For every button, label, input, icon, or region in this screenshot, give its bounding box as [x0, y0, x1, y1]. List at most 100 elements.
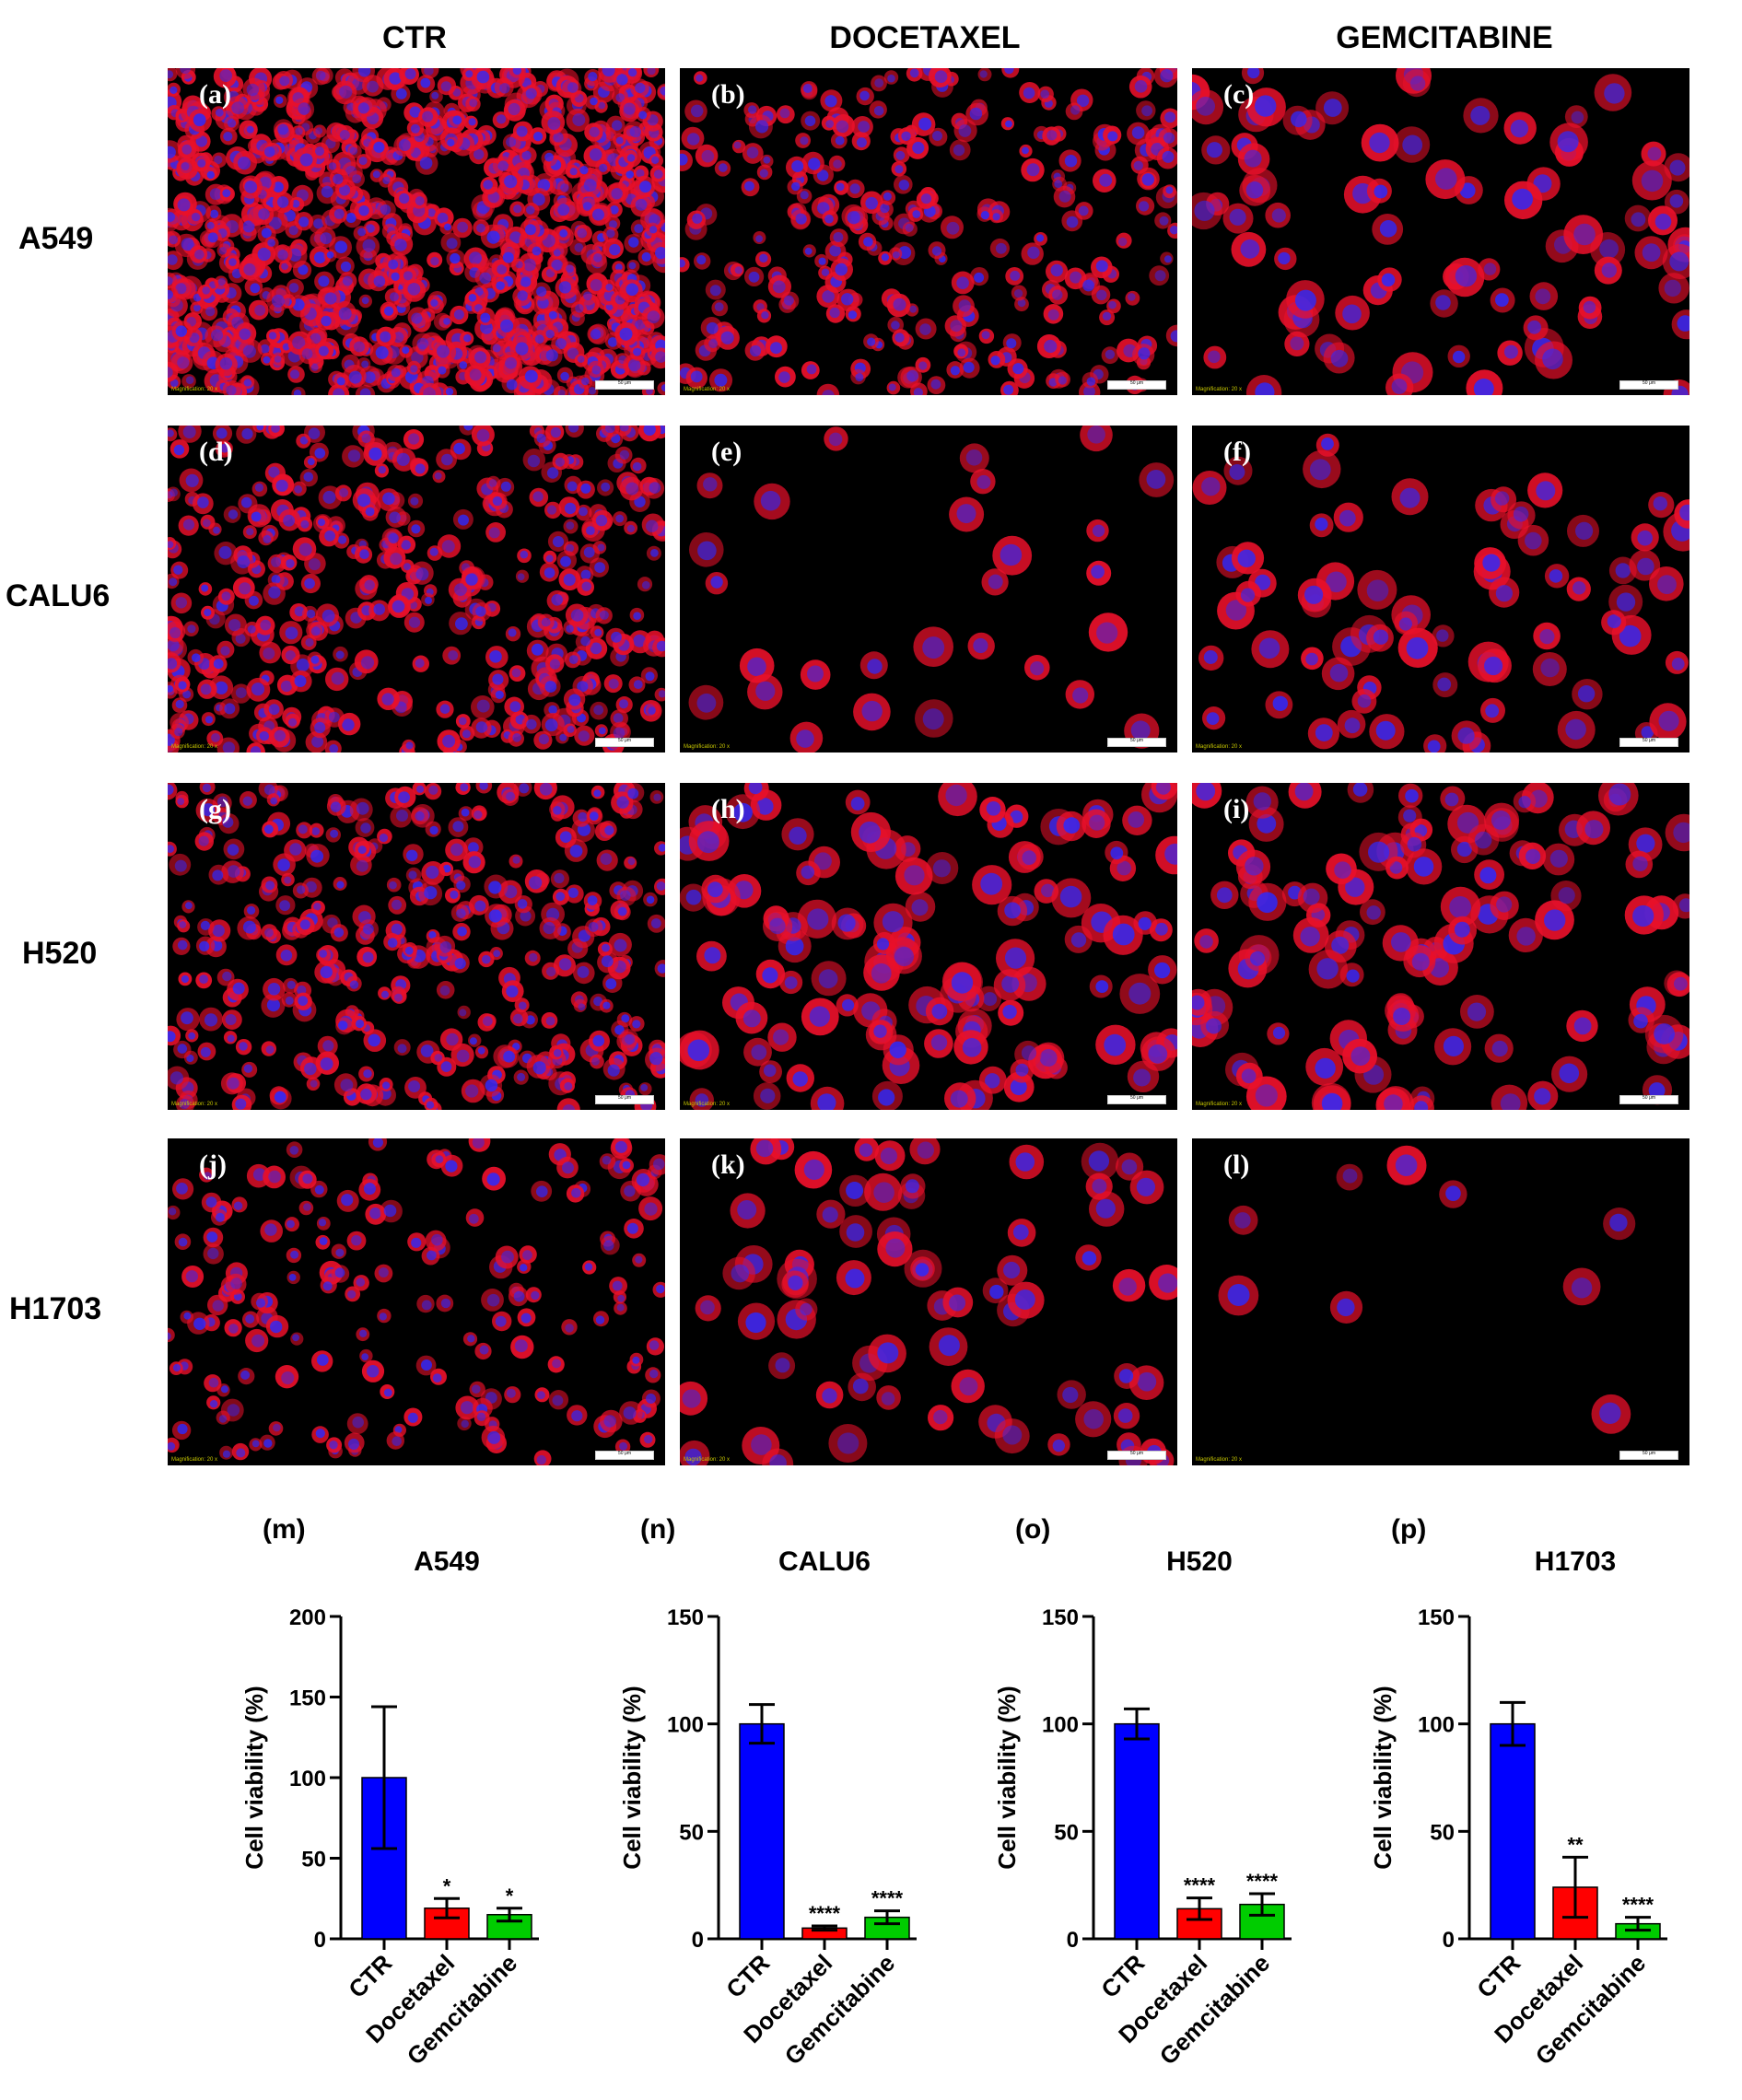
- scale-bar-label: 50 μm: [596, 738, 653, 743]
- cell-nucleus: [520, 1264, 527, 1271]
- cell-nucleus: [294, 485, 302, 494]
- cell-nucleus: [1148, 1044, 1167, 1064]
- cell-nucleus: [1599, 239, 1619, 259]
- cell-nucleus: [867, 659, 882, 673]
- cell-nucleus: [430, 299, 438, 307]
- cell-nucleus: [1138, 347, 1150, 359]
- cell-nucleus: [1022, 147, 1029, 155]
- cell-nucleus: [363, 239, 376, 252]
- cell-nucleus: [1139, 917, 1152, 930]
- cell-nucleus: [533, 132, 543, 141]
- cell-nucleus: [381, 693, 393, 705]
- cell-nucleus: [555, 458, 565, 467]
- cell-nucleus: [260, 731, 269, 741]
- cell-nucleus: [277, 124, 288, 135]
- cell-nucleus: [887, 75, 895, 83]
- cell-nucleus: [532, 247, 542, 256]
- cell-nucleus: [286, 559, 295, 568]
- cell-nucleus: [324, 531, 335, 542]
- cell-nucleus: [559, 958, 571, 970]
- cell-nucleus: [298, 824, 308, 834]
- cell-nucleus: [545, 718, 558, 731]
- cell-nucleus: [169, 578, 177, 586]
- cell-nucleus: [1052, 289, 1062, 299]
- cell-nucleus: [1504, 345, 1518, 359]
- cell-nucleus: [194, 250, 205, 260]
- cell-nucleus: [627, 154, 635, 161]
- cell-nucleus: [483, 180, 493, 190]
- cell-nucleus: [592, 209, 604, 221]
- cell-nucleus: [874, 78, 883, 88]
- cell-nucleus: [578, 228, 588, 239]
- cell-nucleus: [367, 81, 379, 93]
- cell-nucleus: [1382, 274, 1396, 287]
- cell-nucleus: [201, 585, 208, 592]
- cell-nucleus: [1435, 168, 1457, 190]
- cell-nucleus: [614, 713, 624, 723]
- cell-nucleus: [358, 846, 367, 854]
- cell-nucleus: [548, 706, 557, 715]
- cell-nucleus: [580, 636, 590, 647]
- cell-nucleus: [323, 491, 336, 504]
- cell-nucleus: [254, 305, 265, 316]
- cell-nucleus: [1305, 653, 1318, 666]
- cell-nucleus: [300, 154, 313, 167]
- cell-nucleus: [398, 791, 410, 803]
- cell-nucleus: [210, 210, 218, 218]
- cell-nucleus: [289, 1274, 297, 1281]
- cell-nucleus: [1044, 340, 1057, 353]
- cell-nucleus: [499, 83, 509, 93]
- cell-nucleus: [1027, 247, 1039, 259]
- cell-nucleus: [178, 1044, 188, 1054]
- cell-nucleus: [976, 475, 990, 489]
- cell-nucleus: [286, 627, 298, 640]
- cell-nucleus: [238, 157, 251, 169]
- cell-nucleus: [384, 307, 393, 316]
- cell-nucleus: [388, 938, 398, 948]
- cell-nucleus: [473, 811, 482, 819]
- cell-nucleus: [366, 508, 375, 517]
- cell-nucleus: [807, 365, 817, 375]
- cell-nucleus: [327, 251, 334, 259]
- cell-nucleus: [392, 1436, 402, 1446]
- cell-nucleus: [697, 542, 717, 561]
- cell-nucleus: [1558, 131, 1579, 152]
- cell-nucleus: [1374, 630, 1388, 645]
- cell-nucleus: [747, 658, 766, 677]
- cell-nucleus: [957, 348, 965, 356]
- cell-nucleus: [1046, 130, 1057, 140]
- cell-nucleus: [303, 1203, 311, 1211]
- cell-nucleus: [279, 900, 290, 911]
- cell-nucleus: [1201, 477, 1220, 496]
- cell-nucleus: [542, 618, 551, 627]
- scale-bar-label: 50 μm: [1108, 380, 1165, 386]
- cell-nucleus: [503, 252, 514, 263]
- cell-nucleus: [444, 224, 451, 231]
- cell-nucleus: [214, 659, 224, 669]
- cell-nucleus: [266, 1045, 275, 1054]
- cell-nucleus: [1393, 1008, 1410, 1025]
- cell-nucleus: [970, 108, 983, 121]
- cell-nucleus: [619, 699, 628, 708]
- cell-nucleus: [300, 520, 309, 529]
- cell-nucleus: [1082, 1251, 1097, 1266]
- cell-nucleus: [1295, 290, 1316, 311]
- cell-nucleus: [546, 967, 555, 976]
- cell-nucleus: [1071, 932, 1086, 947]
- cell-nucleus: [567, 482, 578, 492]
- cell-nucleus: [209, 1378, 219, 1388]
- cell-nucleus: [1096, 260, 1108, 272]
- cell-nucleus: [824, 215, 834, 224]
- cell-nucleus: [314, 722, 325, 733]
- cell-nucleus: [348, 1439, 359, 1450]
- cell-nucleus: [264, 1223, 276, 1235]
- cell-nucleus: [1257, 892, 1278, 914]
- cell-nucleus: [174, 445, 184, 455]
- cell-nucleus: [1380, 220, 1397, 238]
- scale-bar: 50 μm: [1107, 380, 1166, 390]
- cell-nucleus: [228, 619, 240, 631]
- cell-nucleus: [469, 118, 476, 125]
- cell-nucleus: [199, 941, 209, 951]
- cell-nucleus: [333, 174, 343, 184]
- cell-nucleus: [206, 1231, 217, 1242]
